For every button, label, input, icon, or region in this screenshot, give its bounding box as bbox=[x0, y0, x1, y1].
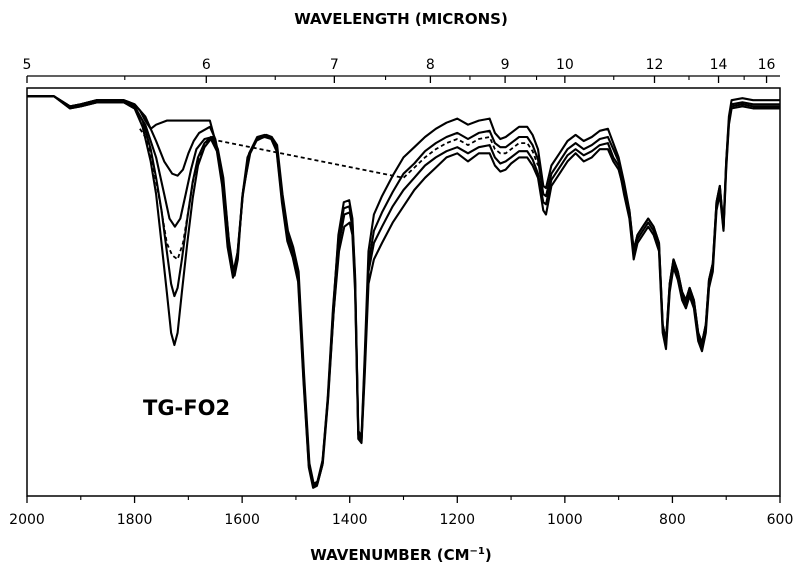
top-tick-label: 16 bbox=[758, 57, 776, 73]
bottom-tick-label: 1800 bbox=[117, 512, 153, 528]
top-tick-label: 5 bbox=[23, 57, 32, 73]
top-tick-label: 6 bbox=[202, 57, 211, 73]
top-tick-label: 9 bbox=[501, 57, 510, 73]
top-axis-title: WAVELENGTH (MICRONS) bbox=[294, 10, 508, 28]
spectrum-line-2 bbox=[27, 95, 780, 487]
spectrum-line-5 bbox=[27, 95, 780, 489]
bottom-tick-label: 1000 bbox=[547, 512, 583, 528]
bottom-axis: 2000 1800 1600 1400 1200 1000 800 600 bbox=[9, 496, 793, 528]
top-tick-label: 12 bbox=[646, 57, 664, 73]
bottom-axis-title-close: ) bbox=[485, 546, 492, 564]
bottom-tick-label: 1200 bbox=[439, 512, 475, 528]
spectrum-line-6 bbox=[27, 95, 236, 277]
bottom-tick-label: 2000 bbox=[9, 512, 45, 528]
top-tick-label: 14 bbox=[710, 57, 728, 73]
top-tick-label: 7 bbox=[330, 57, 339, 73]
top-tick-label: 8 bbox=[426, 57, 435, 73]
bottom-axis-title-main: WAVENUMBER (CM bbox=[310, 546, 469, 564]
bottom-axis-title-sup: −1 bbox=[470, 546, 485, 557]
spectrum-line-4 bbox=[27, 95, 780, 485]
sample-annotation: TG-FO2 bbox=[143, 396, 230, 420]
bottom-tick-label: 800 bbox=[659, 512, 686, 528]
spectrum-line-3 bbox=[139, 128, 539, 261]
top-axis: 5 6 7 8 9 10 12 14 16 bbox=[23, 57, 780, 83]
spectra-layer bbox=[27, 95, 780, 489]
bottom-tick-label: 1400 bbox=[332, 512, 368, 528]
top-tick-label: 10 bbox=[556, 57, 574, 73]
bottom-tick-label: 1600 bbox=[224, 512, 260, 528]
bottom-tick-label: 600 bbox=[767, 512, 794, 528]
plot-area-frame bbox=[26, 87, 781, 497]
spectrum-line-1 bbox=[27, 95, 780, 485]
bottom-axis-title: WAVENUMBER (CM−1) bbox=[310, 546, 491, 564]
